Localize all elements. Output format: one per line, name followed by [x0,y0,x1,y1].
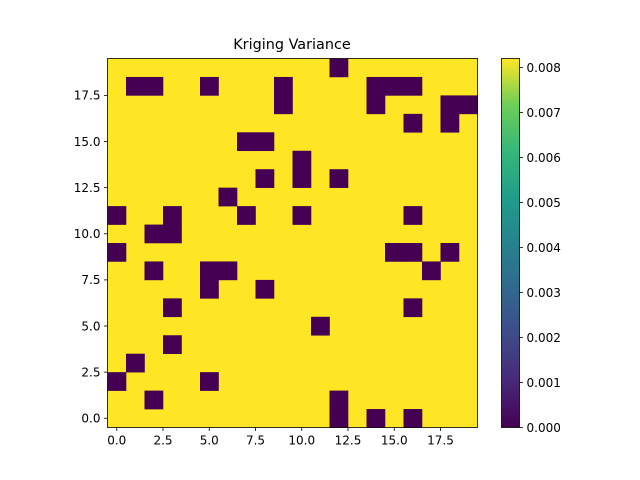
y-tick-label: 7.5 [81,273,100,287]
heatmap-cell [237,132,256,152]
y-tick-label: 17.5 [74,89,101,103]
heatmap-cell [255,169,275,188]
x-tick-label: 0.0 [107,434,126,448]
colorbar-tick-label: 0.003 [527,286,561,300]
heatmap-cell [292,150,312,170]
heatmap-cell [440,95,460,115]
x-tick-label: 12.5 [335,434,362,448]
heatmap-cell [459,95,478,115]
heatmap-cell [200,372,219,391]
y-tick-label: 5.0 [81,319,100,333]
colorbar-tick-label: 0.007 [527,106,561,120]
colorbar-axis: 0.000 0.001 0.002 0.003 0.004 0.005 0.006 0.007… [519,61,561,435]
heatmap-cell [218,261,238,281]
heatmap-cell [403,113,423,133]
colorbar-tick-label: 0.006 [527,151,561,165]
heatmap-cell [366,409,386,428]
x-tick-label: 5.0 [200,434,219,448]
heatmap-cell [144,224,164,244]
colorbar-tick-label: 0.005 [527,196,561,210]
heatmap-cell [385,76,404,96]
heatmap-cell [440,113,460,133]
heatmap-cell [403,409,423,428]
colorbar-tick-label: 0.002 [527,331,561,345]
heatmap-cell [218,187,238,207]
heatmap-cell [329,169,349,188]
plot-frame [107,58,478,428]
heatmap-cell [144,390,164,410]
heatmap-cell [422,261,441,281]
heatmap-cell [329,390,349,410]
heatmap-cell [403,298,423,318]
heatmap-cell [144,76,164,96]
heatmap-cells [107,58,478,428]
x-tick-label: 17.5 [427,434,454,448]
heatmap-cell [126,76,145,96]
x-tick-label: 7.5 [246,434,265,448]
heatmap-cell [403,76,423,96]
heatmap-cell [403,206,423,225]
heatmap-cell [329,58,349,78]
heatmap-cell [237,206,256,225]
colorbar-frame [501,58,520,428]
heatmap-cell [366,95,386,115]
colorbar [501,58,520,428]
heatmap-cell [107,372,127,391]
heatmap-cell [255,132,275,152]
y-tick-label: 2.5 [81,365,100,379]
heatmap-cell [126,353,145,373]
colorbar-tick-label: 0.000 [527,421,561,435]
heatmap-cell [292,206,312,225]
heatmap-cell [163,335,182,354]
heatmap-cell [200,76,219,96]
heatmap-cell [366,76,386,96]
heatmap-cell [274,76,293,96]
y-tick-label: 15.0 [74,135,101,149]
heatmap-cell [163,224,182,244]
heatmap-cell [385,243,404,262]
heatmap-cell [255,279,275,299]
heatmap-cell [200,279,219,299]
heatmap-cell [107,243,127,262]
y-tick-label: 0.0 [81,412,100,426]
heatmap-cell [440,243,460,262]
colorbar-tick-label: 0.008 [527,61,561,75]
chart-title: Kriging Variance [233,37,351,53]
x-tick-label: 10.0 [288,434,315,448]
heatmap-cell [403,243,423,262]
x-tick-label: 15.0 [381,434,408,448]
colorbar-tick-label: 0.004 [527,241,561,255]
x-tick-label: 2.5 [153,434,172,448]
heatmap-cell [311,316,330,336]
heatmap-cell [200,261,219,281]
heatmap-cell [163,298,182,318]
heatmap-cell [144,261,164,281]
y-tick-label: 12.5 [74,181,101,195]
heatmap-cell [163,206,182,225]
heatmap-cell [329,409,349,428]
colorbar-tick-label: 0.001 [527,376,561,390]
y-tick-label: 10.0 [74,227,101,241]
heatmap-cell [292,169,312,188]
x-axis: 0.0 2.5 5.0 7.5 10.0 12.5 15.0 17.5 [107,427,454,448]
heatmap-cell [107,206,127,225]
y-axis: 0.0 2.5 5.0 7.5 10.0 12.5 15.0 17.5 [74,89,108,426]
heatmap-cell [274,95,293,115]
